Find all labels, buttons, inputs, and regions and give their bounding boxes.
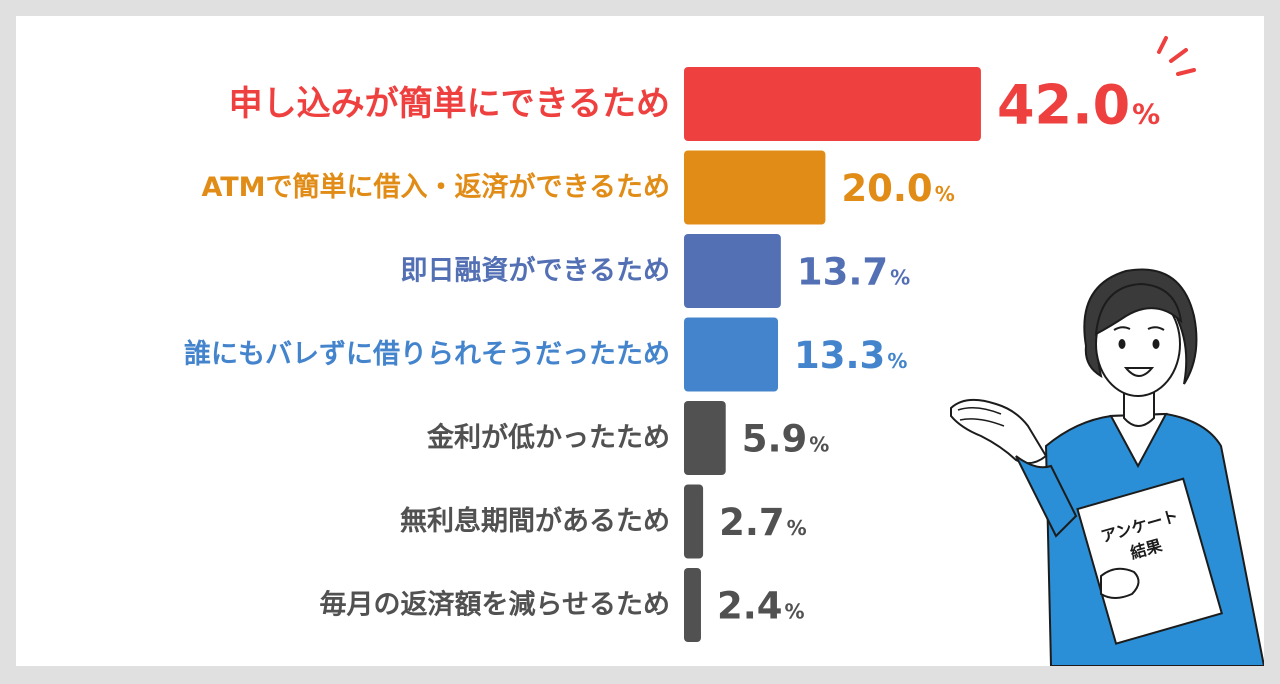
category-label-5: 金利が低かったため	[426, 422, 670, 454]
category-label-1: 申し込みが簡単にできるため	[229, 84, 670, 124]
bar-2	[684, 150, 826, 225]
value-label-5: 5.9%	[742, 417, 830, 460]
category-label-2: ATMで簡単に借入・返済ができるため	[201, 171, 670, 203]
woman-illustration: アンケート 結果	[950, 36, 1264, 666]
emphasis-lines-icon	[1157, 36, 1196, 76]
clipboard-icon: アンケート 結果	[1076, 477, 1224, 645]
category-label-6: 無利息期間があるため	[400, 505, 670, 537]
bar-5	[684, 401, 726, 475]
chart-panel: 申し込みが簡単にできるため 42.0% ATMで簡単に借入・返済ができるため 20.0…	[16, 16, 1264, 666]
value-label-6: 2.7%	[719, 501, 807, 544]
bar-7	[684, 568, 701, 642]
bar-chart: 申し込みが簡単にできるため 42.0% ATMで簡単に借入・返済ができるため 20.0…	[184, 36, 1264, 666]
value-label-2: 20.0%	[841, 167, 954, 210]
value-label-3: 13.7%	[797, 250, 910, 293]
value-label-1: 42.0%	[997, 73, 1160, 136]
category-label-4: 誰にもバレずに借りられそうだったため	[184, 338, 670, 370]
category-label-7: 毎月の返済額を減らせるため	[320, 589, 670, 621]
bar-6	[684, 484, 704, 559]
bar-4	[684, 317, 779, 392]
bar-1	[684, 67, 981, 141]
value-label-7: 2.4%	[717, 584, 805, 627]
bars-layer: 申し込みが簡単にできるため 42.0% ATMで簡単に借入・返済ができるため 20.0…	[184, 67, 1160, 642]
category-label-3: 即日融資ができるため	[401, 255, 670, 287]
bar-3	[684, 234, 781, 308]
value-label-4: 13.3%	[794, 334, 907, 377]
